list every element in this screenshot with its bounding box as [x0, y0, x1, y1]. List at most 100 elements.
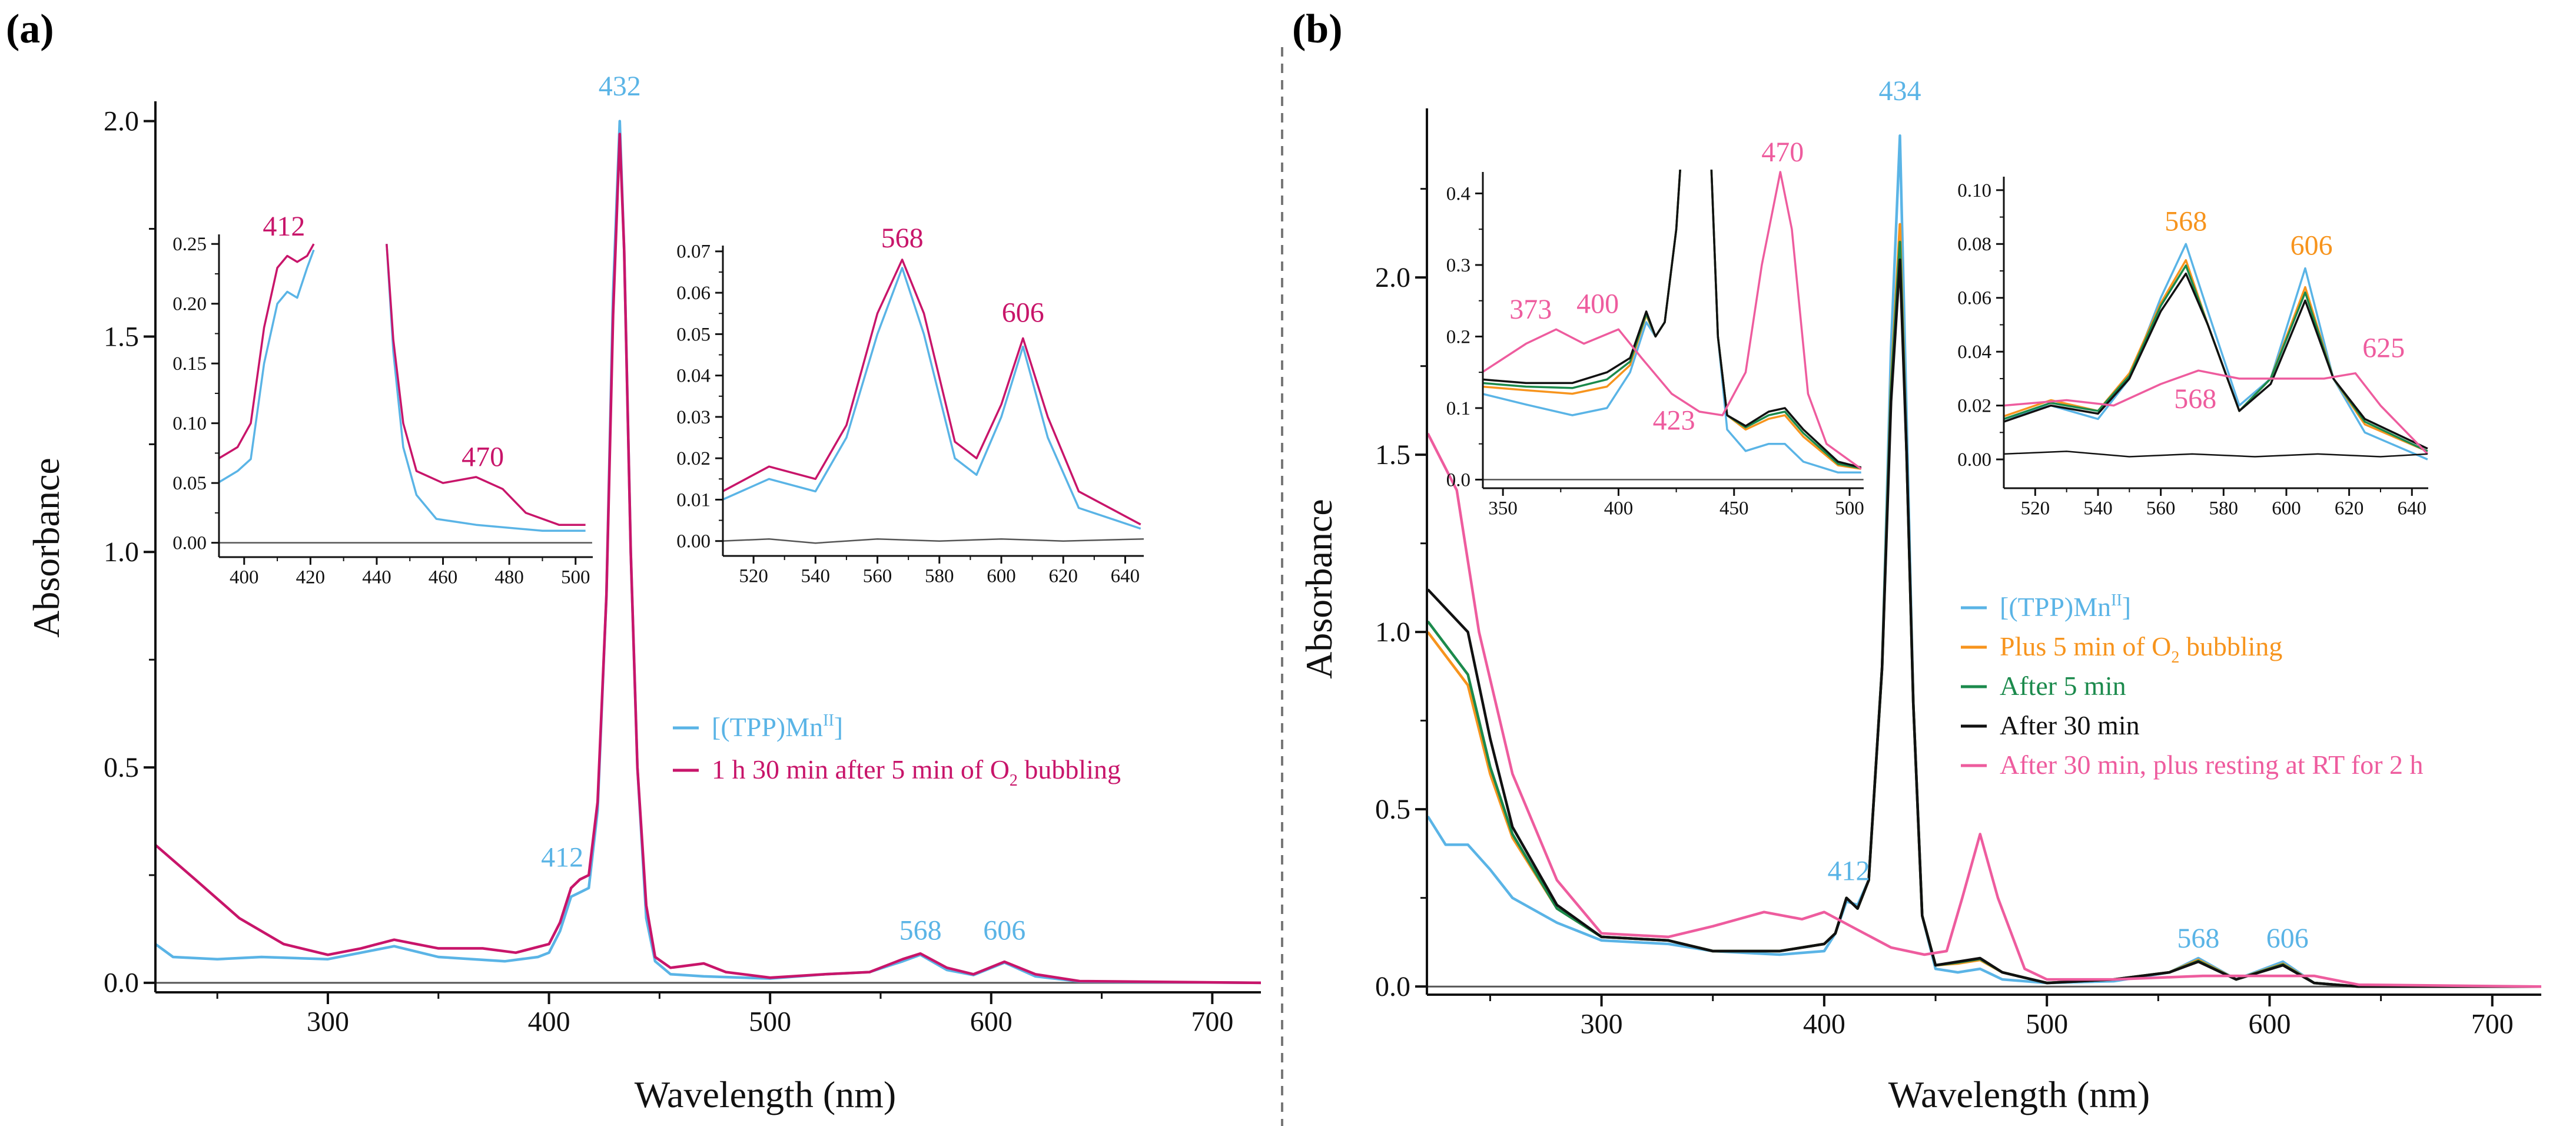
y-tick-label: 0.1 — [1446, 398, 1470, 419]
legend-text-part: After 30 min — [2000, 710, 2140, 740]
peak-label: 606 — [1002, 297, 1044, 328]
series-line-5 — [1427, 432, 2541, 988]
x-tick-label: 700 — [2471, 1009, 2514, 1040]
legend-text-part: ] — [2122, 592, 2131, 622]
y-tick-label: 0.06 — [676, 283, 711, 304]
x-tick-label: 350 — [1488, 498, 1518, 519]
series-group — [1483, 170, 1864, 481]
y-axis-title-b: Absorbance — [1298, 499, 1340, 679]
series-group — [2004, 243, 2428, 461]
legend-label: After 5 min — [2000, 671, 2126, 701]
chart-a1: 400 420 440 460 480 500 0.00 0.05 0.10 0.15 0.20 0.… — [172, 211, 593, 588]
legend-label: After 30 min, plus resting at RT for 2 h — [2000, 750, 2424, 780]
x-tick-label: 500 — [561, 567, 590, 588]
x-tick-label: 640 — [1111, 565, 1140, 587]
panel-label-b: (b) — [1292, 6, 1343, 52]
x-tick-label: 620 — [1048, 565, 1078, 587]
legend-text-part: 1 h 30 min after 5 min of O — [712, 754, 1010, 784]
peak-label: 568 — [2177, 923, 2219, 954]
x-tick-label: 540 — [801, 565, 831, 587]
series-group — [219, 243, 592, 544]
y-tick-label: 0.00 — [676, 531, 711, 552]
x-tick-label: 450 — [1719, 498, 1749, 519]
legend-label: [(TPP)MnII] — [2000, 591, 2131, 622]
series-line-2 — [723, 259, 1141, 526]
y-tick-label: 0.05 — [172, 473, 207, 494]
series-line-3 — [2004, 272, 2428, 450]
y-tick-label: 0.00 — [172, 533, 207, 554]
chart-a: 300 400 500 600 700 0.0 0.5 1.0 1.5 2.0 432 412 568 6… — [104, 71, 1261, 1038]
x-tick-label: 500 — [2026, 1009, 2068, 1040]
legend-text-part: Plus 5 min of O — [2000, 631, 2171, 661]
series-line-4 — [1427, 258, 2541, 988]
chart-b: 300 400 500 600 700 0.0 0.5 1.0 1.5 2.0 434 412 568 6… — [1375, 75, 2541, 1040]
series-line-5 — [2004, 451, 2428, 458]
legend-label: [(TPP)MnII] — [712, 711, 843, 742]
x-tick-label: 520 — [2021, 498, 2050, 519]
peak-label: 434 — [1879, 75, 1921, 107]
chart-b2: 520 540 560 580 600 620 640 0.00 0.02 0.04 0.06 0.0… — [1957, 177, 2428, 519]
y-tick-label: 1.5 — [1375, 439, 1410, 471]
series-line-4 — [1483, 170, 1862, 469]
series-line-2 — [155, 133, 1261, 985]
legend-label: 1 h 30 min after 5 min of O2 bubbling — [712, 754, 1121, 790]
y-tick-label: 0.0 — [1375, 971, 1410, 1002]
y-tick-label: 0.15 — [172, 353, 207, 375]
x-tick-label: 640 — [2398, 498, 2427, 519]
x-tick-label: 580 — [925, 565, 954, 587]
legend-text-part: [(TPP)Mn — [712, 712, 823, 742]
x-tick-label: 300 — [307, 1006, 349, 1038]
series-line-0 — [723, 538, 1144, 544]
legend-text-part: ] — [834, 712, 843, 742]
peak-label: 373 — [1509, 294, 1552, 325]
peak-label: 412 — [1827, 856, 1870, 887]
y-axis-title-a: Absorbance — [25, 458, 67, 638]
x-tick-label: 400 — [1604, 498, 1634, 519]
y-tick-label: 1.5 — [104, 321, 139, 352]
legend: [(TPP)MnII] Plus 5 min of O2 bubbling Afte… — [1961, 591, 2424, 780]
peak-label: 625 — [2362, 332, 2405, 363]
peak-label: 412 — [263, 211, 305, 242]
y-tick-label: 0.07 — [676, 241, 711, 263]
x-tick-label: 300 — [1581, 1009, 1623, 1040]
series-line-2 — [219, 243, 586, 526]
x-tick-label: 560 — [2146, 498, 2176, 519]
peak-label: 606 — [2266, 923, 2309, 954]
peak-label: 470 — [462, 442, 504, 473]
x-tick-label: 460 — [429, 567, 458, 588]
legend-label: Plus 5 min of O2 bubbling — [2000, 631, 2282, 667]
y-tick-label: 0.04 — [1957, 342, 1991, 363]
peak-label: 606 — [983, 915, 1025, 946]
legend-text-part: After 5 min — [2000, 671, 2126, 701]
series-line-1 — [219, 244, 586, 532]
y-tick-label: 0.02 — [676, 448, 711, 469]
x-tick-label: 400 — [1803, 1009, 1845, 1040]
peak-label: 568 — [899, 915, 942, 946]
panel-label-a: (a) — [6, 6, 54, 52]
x-tick-label: 700 — [1191, 1006, 1233, 1038]
x-tick-label: 600 — [2272, 498, 2301, 519]
series-group — [1427, 134, 2541, 988]
x-tick-label: 440 — [362, 567, 391, 588]
peak-label: 423 — [1653, 405, 1695, 436]
y-tick-label: 1.0 — [1375, 617, 1410, 648]
series-line-4 — [2004, 369, 2428, 455]
peak-label: 432 — [599, 71, 641, 102]
y-tick-label: 0.20 — [172, 294, 207, 315]
x-tick-label: 480 — [494, 567, 524, 588]
x-tick-label: 560 — [863, 565, 892, 587]
x-tick-label: 400 — [528, 1006, 570, 1038]
legend-text-part: After 30 min, plus resting at RT for 2 h — [2000, 750, 2424, 780]
y-tick-label: 0.5 — [1375, 794, 1410, 825]
y-tick-label: 0.25 — [172, 234, 207, 255]
peak-label: 470 — [1761, 137, 1804, 168]
y-tick-label: 1.0 — [104, 536, 139, 568]
peak-label: 568 — [2165, 206, 2207, 237]
x-tick-label: 600 — [970, 1006, 1013, 1038]
superscript: II — [823, 711, 834, 730]
chart-a2: 520 540 560 580 600 620 640 0.00 0.01 0.02 0.03 0.0… — [676, 223, 1144, 587]
x-axis-title-a: Wavelength (nm) — [635, 1074, 896, 1115]
y-tick-label: 2.0 — [1375, 262, 1410, 293]
